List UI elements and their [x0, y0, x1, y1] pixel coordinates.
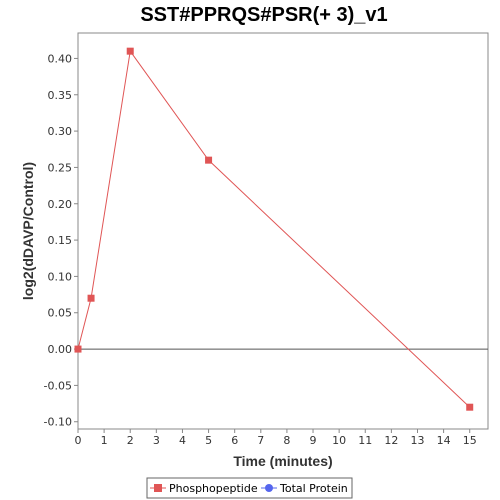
x-tick-label: 8 [283, 434, 290, 447]
x-tick-label: 5 [205, 434, 212, 447]
legend-label-phosphopeptide: Phosphopeptide [169, 482, 258, 495]
x-tick-label: 6 [231, 434, 238, 447]
x-axis: 0 1 2 3 4 5 6 7 8 9 10 11 12 13 14 15 [75, 429, 477, 447]
y-axis: -0.10 -0.05 0.00 0.05 0.10 0.15 0.20 0.25 0.30 0.… [44, 52, 78, 429]
y-tick-label: 0.15 [48, 234, 73, 247]
x-tick-label: 0 [75, 434, 82, 447]
y-tick-label: 0.00 [48, 343, 73, 356]
legend-marker-phosphopeptide [154, 484, 162, 492]
x-axis-label: Time (minutes) [233, 453, 332, 469]
x-tick-label: 13 [410, 434, 424, 447]
y-tick-label: 0.30 [48, 125, 73, 138]
data-point [126, 47, 134, 55]
y-tick-label: 0.05 [48, 307, 73, 320]
x-tick-label: 10 [332, 434, 346, 447]
legend-label-total-protein: Total Protein [279, 482, 348, 495]
series-phosphopeptide [74, 47, 474, 411]
y-axis-label: log2(dDAVP/Control) [20, 162, 36, 300]
x-tick-label: 15 [463, 434, 477, 447]
y-tick-label: 0.35 [48, 89, 73, 102]
x-tick-label: 1 [101, 434, 108, 447]
data-point [74, 345, 82, 353]
legend-marker-total-protein [265, 484, 273, 492]
y-tick-label: -0.05 [44, 379, 72, 392]
x-tick-label: 14 [437, 434, 451, 447]
y-tick-label: 0.20 [48, 198, 73, 211]
x-tick-label: 9 [310, 434, 317, 447]
x-tick-label: 11 [358, 434, 372, 447]
data-point [205, 156, 213, 164]
legend-box [146, 477, 353, 499]
chart-title: SST#PPRQS#PSR(+ 3)_v1 [140, 4, 387, 26]
x-tick-label: 3 [153, 434, 160, 447]
y-tick-label: -0.10 [44, 416, 72, 429]
y-tick-label: 0.40 [48, 52, 73, 65]
y-tick-label: 0.10 [48, 270, 73, 283]
x-tick-label: 12 [384, 434, 398, 447]
x-tick-label: 2 [127, 434, 134, 447]
data-point [466, 403, 474, 411]
y-tick-label: 0.25 [48, 161, 73, 174]
legend: Phosphopeptide Total Protein [146, 477, 353, 499]
data-point [87, 294, 95, 302]
x-tick-label: 4 [179, 434, 186, 447]
x-tick-label: 7 [257, 434, 264, 447]
